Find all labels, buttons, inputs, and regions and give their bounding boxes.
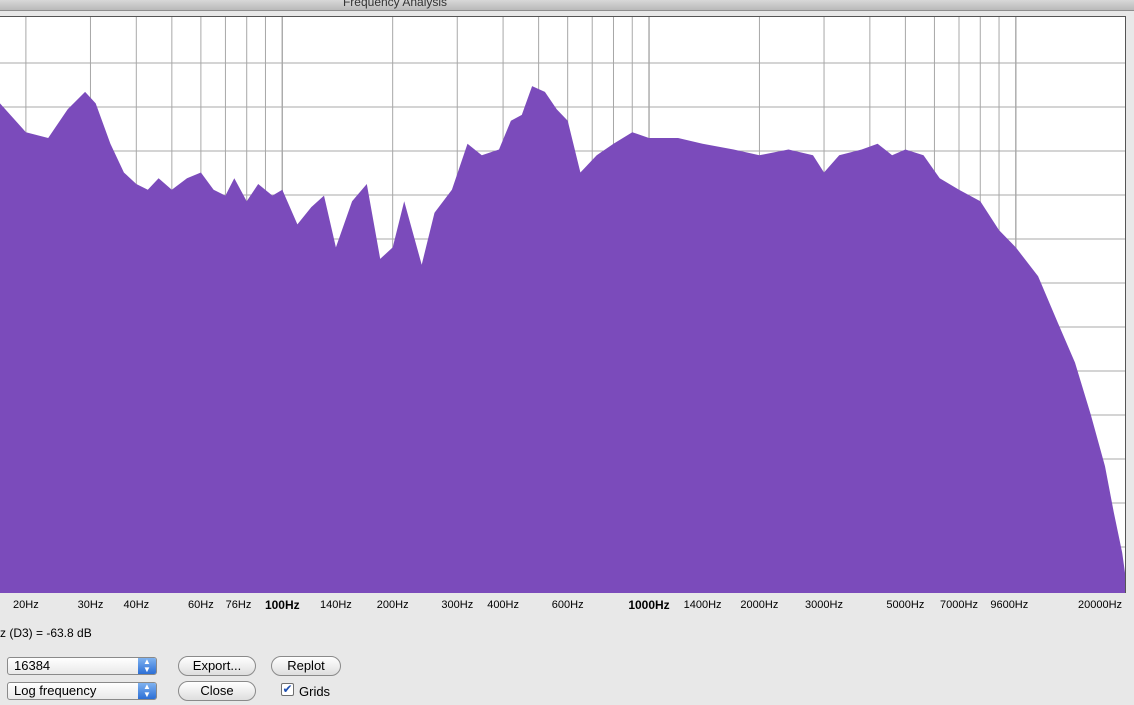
axis-tick-label: 2000Hz [740,599,779,611]
axis-tick-label: 76Hz [225,599,252,611]
axis-tick-label: 30Hz [77,599,104,611]
axis-tick-label: 600Hz [551,599,584,611]
spectrum-plot[interactable] [0,16,1126,593]
frequency-axis: 20Hz 30Hz 40Hz 60Hz 76Hz 100Hz 140Hz 200Hz 300Hz… [0,594,1134,616]
size-select[interactable]: 16384 ▲ ▼ [7,657,157,675]
axis-tick-label: 3000Hz [805,599,843,611]
axis-tick-label: 60Hz [188,599,214,611]
select-arrows-icon: ▲ ▼ [138,683,156,699]
size-select-value: 16384 [14,658,51,673]
grids-label: Grids [299,684,331,699]
axis-tick-label: 20000Hz [1077,599,1123,611]
grids-checkbox[interactable]: ✔ [281,682,294,696]
axis-tick-label: 5000Hz [886,599,925,611]
window-title: Frequency Analysis [342,0,448,9]
axis-select[interactable]: Log frequency ▲ ▼ [7,682,157,700]
axis-tick-label: 9600Hz [990,599,1029,611]
replot-button[interactable]: Replot [271,656,341,676]
axis-select-value: Log frequency [14,683,97,698]
export-button[interactable]: Export... [178,656,256,676]
spectrum-chart [0,17,1125,593]
window-titlebar[interactable]: Frequency Analysis [0,0,1134,11]
axis-tick-label: 20Hz [13,599,39,611]
axis-tick-label: 7000Hz [940,599,978,611]
axis-tick-label: 200Hz [376,599,409,611]
select-arrows-icon: ▲ ▼ [138,658,156,674]
close-button[interactable]: Close [178,681,256,701]
axis-tick-label: 300Hz [441,599,474,611]
cursor-readout: z (D3) = -63.8 dB [0,626,92,640]
axis-tick-label: 1400Hz [683,599,722,611]
axis-tick-label: 400Hz [487,599,519,611]
axis-tick-label: 100Hz [264,598,300,612]
axis-tick-label: 140Hz [319,599,352,611]
axis-tick-label: 40Hz [123,599,150,611]
axis-tick-label: 1000Hz [628,598,670,612]
spectrum-area [0,86,1125,593]
